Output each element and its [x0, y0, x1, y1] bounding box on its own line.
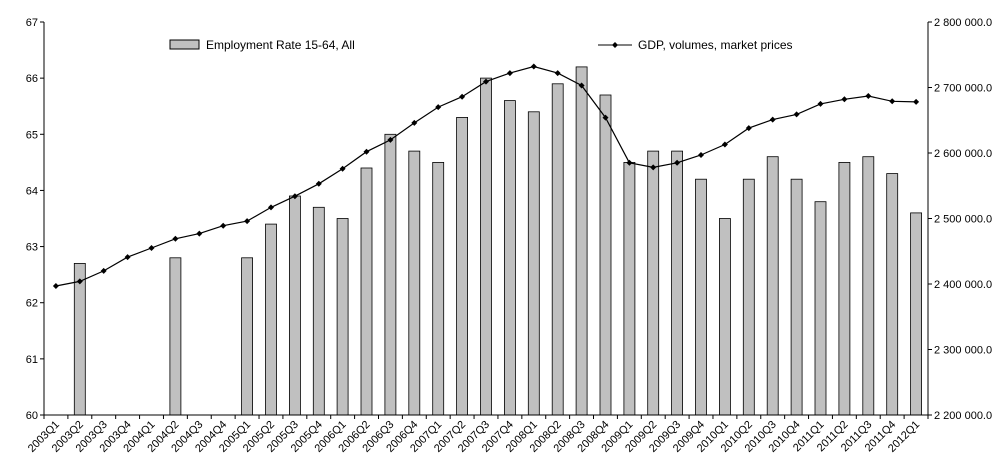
- gdp-point: [483, 78, 489, 85]
- line-series-gdp: [52, 63, 920, 289]
- bar: [695, 178, 707, 416]
- gdp-point: [745, 125, 752, 132]
- gdp-point: [506, 70, 513, 77]
- gdp-point: [387, 136, 394, 143]
- right-tick-label: 2 600 000.0: [934, 148, 992, 160]
- left-tick-label: 66: [26, 73, 38, 85]
- bar: [766, 156, 779, 416]
- gdp-point: [602, 114, 609, 121]
- gdp-point: [363, 148, 370, 155]
- bar: [169, 257, 182, 416]
- left-tick-label: 60: [26, 410, 38, 422]
- gdp-point: [793, 111, 800, 118]
- gdp-point: [100, 267, 107, 274]
- bar-series-employment-rate: [73, 66, 922, 416]
- left-tick-label: 62: [26, 298, 38, 310]
- bar: [408, 150, 421, 416]
- gdp-point: [315, 180, 322, 187]
- legend: Employment Rate 15-64, All GDP, volumes,…: [169, 38, 793, 52]
- gdp-point: [196, 230, 203, 237]
- gdp-point: [817, 100, 824, 107]
- bar: [241, 257, 254, 416]
- bar: [599, 94, 612, 416]
- bar: [288, 195, 301, 416]
- bar: [312, 206, 325, 416]
- legend-diamond-marker: [612, 42, 618, 48]
- bar: [480, 77, 492, 416]
- gdp-point: [530, 63, 537, 70]
- bar: [503, 100, 516, 416]
- gdp-point: [650, 164, 657, 171]
- gdp-point: [578, 82, 585, 89]
- bar: [647, 150, 660, 416]
- left-tick-label: 64: [26, 185, 38, 197]
- gdp-point: [459, 93, 466, 100]
- left-tick-label: 67: [26, 17, 38, 29]
- gdp-point: [674, 159, 681, 166]
- left-tick-label: 61: [26, 354, 38, 366]
- bar: [862, 156, 875, 416]
- gdp-point: [124, 254, 131, 261]
- right-tick-label: 2 200 000.0: [934, 410, 992, 422]
- gdp-point: [220, 222, 227, 229]
- gdp-point: [291, 193, 298, 200]
- legend-bar-swatch: [169, 39, 200, 50]
- bar: [456, 117, 469, 416]
- bar: [432, 161, 445, 416]
- gdp-point: [913, 98, 920, 105]
- gdp-point: [841, 96, 848, 103]
- left-tick-label: 63: [26, 242, 38, 254]
- gdp-point: [626, 159, 633, 166]
- right-tick-label: 2 800 000.0: [934, 17, 992, 29]
- right-tick-label: 2 400 000.0: [934, 279, 992, 291]
- gdp-point: [889, 98, 896, 105]
- gdp-point: [339, 165, 346, 172]
- bar: [719, 218, 731, 416]
- legend-label-gdp: GDP, volumes, market prices: [638, 38, 793, 52]
- gdp-point: [148, 245, 155, 251]
- gdp-point: [52, 283, 59, 289]
- bar: [838, 161, 851, 416]
- bar: [886, 173, 899, 416]
- left-tick-label: 65: [26, 129, 38, 141]
- bar: [336, 218, 349, 416]
- bar: [527, 111, 540, 416]
- bar: [623, 161, 636, 416]
- bar: [814, 201, 827, 416]
- bar: [265, 223, 277, 416]
- gdp-point: [244, 218, 251, 225]
- right-tick-label: 2 700 000.0: [934, 83, 992, 95]
- right-tick-label: 2 500 000.0: [934, 214, 992, 226]
- gdp-point: [411, 119, 418, 126]
- bar: [384, 133, 397, 416]
- bar: [360, 167, 373, 416]
- bar: [742, 178, 755, 416]
- gdp-point: [554, 70, 561, 77]
- gdp-point: [721, 141, 728, 148]
- bar: [551, 83, 564, 416]
- gdp-point: [76, 278, 83, 285]
- bar: [790, 178, 803, 416]
- gdp-point: [698, 152, 704, 158]
- bar: [671, 150, 683, 416]
- legend-label-employment: Employment Rate 15-64, All: [206, 38, 355, 52]
- gdp-point: [435, 104, 442, 111]
- gdp-point: [268, 204, 274, 211]
- bar: [910, 212, 922, 416]
- bar: [73, 262, 86, 416]
- gdp-point: [769, 116, 776, 123]
- gdp-point: [172, 235, 179, 242]
- gdp-point: [865, 93, 872, 99]
- bar: [575, 66, 588, 416]
- right-tick-label: 2 300 000.0: [934, 345, 992, 357]
